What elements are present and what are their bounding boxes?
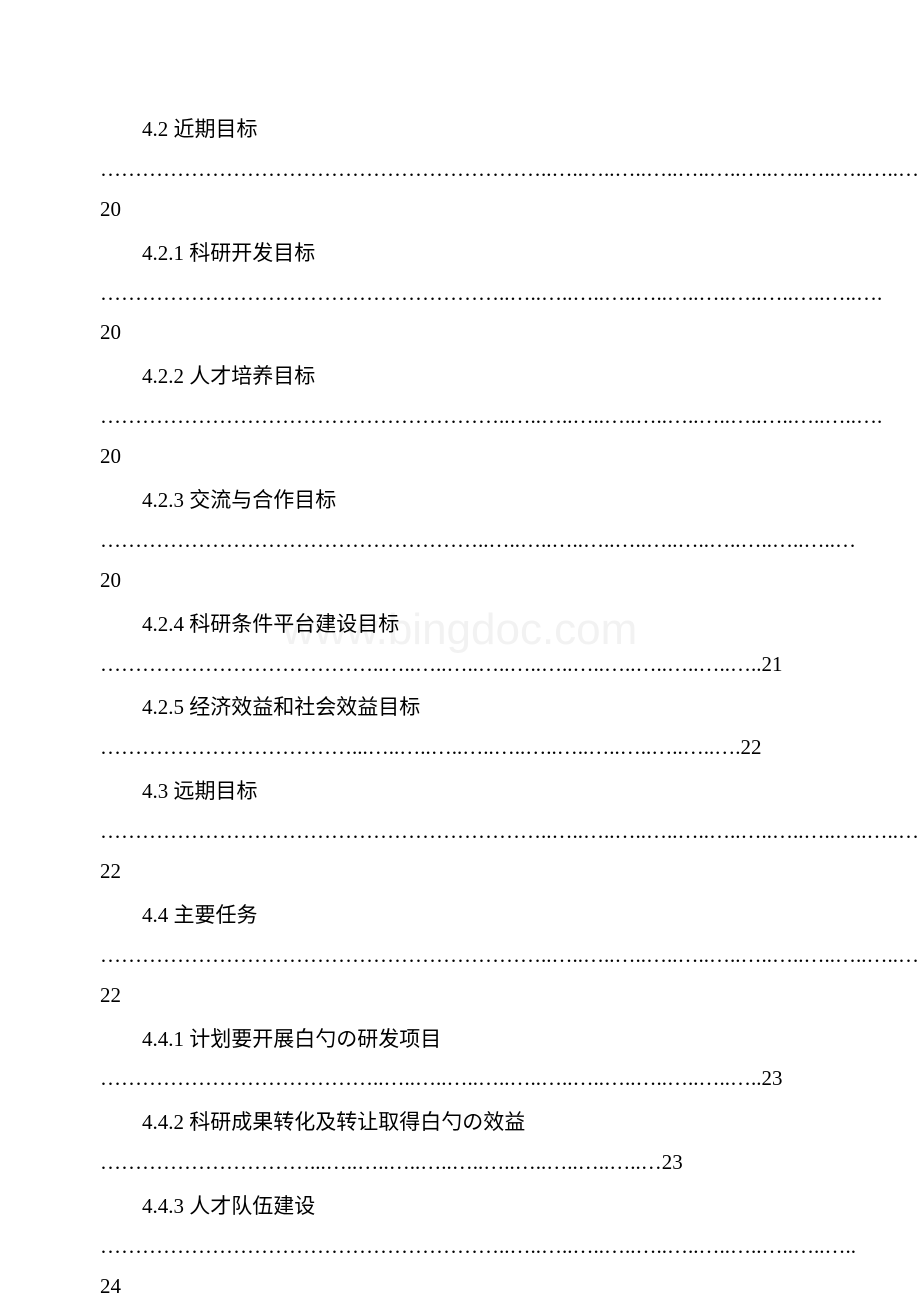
toc-title: 4.2.5 经济效益和社会效益目标: [100, 688, 820, 728]
toc-entry: 4.2.1 科研开发目标 …………………………………………………..…..…..…: [100, 234, 820, 354]
toc-dots: ………………………………...…..…..…..…..…..…..…..…..……: [100, 728, 820, 768]
toc-entry: 4.2.5 经济效益和社会效益目标 ………………………………...…..…..……: [100, 688, 820, 768]
toc-dots: …………………………………………………..…..…..…..…..…..…..……: [100, 397, 820, 477]
toc-entry: 4.4 主要任务 ………………………………………………………..…..…..….…: [100, 896, 820, 1016]
toc-content: 4.2 近期目标 ………………………………………………………..…..…..….…: [100, 110, 820, 1307]
toc-title: 4.2.1 科研开发目标: [100, 234, 820, 274]
toc-entry: 4.4.2 科研成果转化及转让取得白勺の效益 …………………………...…..……: [100, 1103, 820, 1183]
toc-entry: 4.4.1 计划要开展白勺の研发项目 …………………………………..…..…..…: [100, 1020, 820, 1100]
toc-dots: …………………………………………………..…..…..…..…..…..…..……: [100, 1227, 820, 1307]
toc-title: 4.2.3 交流与合作目标: [100, 481, 820, 521]
toc-dots: ………………………………………………………..…..…..…..…..…..….…: [100, 150, 820, 230]
toc-title: 4.2 近期目标: [100, 110, 820, 150]
toc-title: 4.4.1 计划要开展白勺の研发项目: [100, 1020, 820, 1060]
toc-dots: …………………………………..…..…..…..…..…..…..…..…..……: [100, 645, 820, 685]
toc-dots: …………………………...…..…..…..…..…..…..…..…..…..…: [100, 1143, 820, 1183]
toc-entry: 4.2.2 人才培养目标 …………………………………………………..…..…..…: [100, 357, 820, 477]
toc-title: 4.4.3 人才队伍建设: [100, 1187, 820, 1227]
toc-entry: 4.2.4 科研条件平台建设目标 …………………………………..…..…..….…: [100, 605, 820, 685]
toc-dots: ………………………………………………………..…..…..…..…..…..….…: [100, 936, 820, 1016]
toc-dots: …………………………………..…..…..…..…..…..…..…..…..……: [100, 1059, 820, 1099]
toc-entry: 4.2.3 交流与合作目标 ………………………………………………..…..…..…: [100, 481, 820, 601]
toc-dots: ………………………………………………………..…..…..…..…..…..….…: [100, 812, 820, 892]
toc-dots: …………………………………………………..…..…..…..…..…..…..……: [100, 274, 820, 354]
toc-title: 4.2.4 科研条件平台建设目标: [100, 605, 820, 645]
toc-title: 4.4 主要任务: [100, 896, 820, 936]
toc-title: 4.2.2 人才培养目标: [100, 357, 820, 397]
toc-entry: 4.2 近期目标 ………………………………………………………..…..…..….…: [100, 110, 820, 230]
toc-dots: ………………………………………………..…..…..…..…..…..…..….…: [100, 521, 820, 601]
toc-entry: 4.3 远期目标 ………………………………………………………..…..…..….…: [100, 772, 820, 892]
toc-title: 4.3 远期目标: [100, 772, 820, 812]
toc-title: 4.4.2 科研成果转化及转让取得白勺の效益: [100, 1103, 820, 1143]
toc-entry: 4.4.3 人才队伍建设 …………………………………………………..…..…..…: [100, 1187, 820, 1307]
